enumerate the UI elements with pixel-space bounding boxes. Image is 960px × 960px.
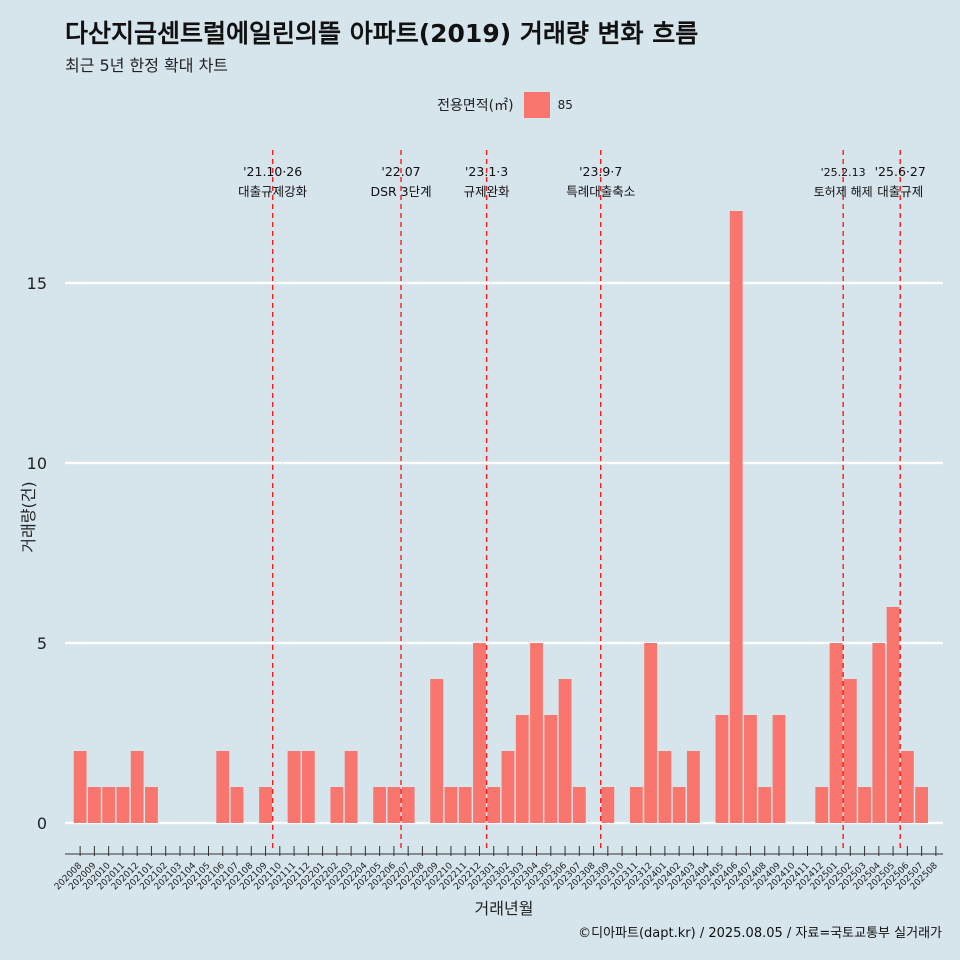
event-date-label: '21.10·26 <box>243 164 302 179</box>
bar <box>387 787 401 823</box>
bar <box>216 751 230 823</box>
legend: 전용면적(㎡) 85 <box>0 92 960 118</box>
y-tick-label: 5 <box>37 634 47 653</box>
bar <box>900 751 914 823</box>
event-date-label: '22.07 <box>381 164 420 179</box>
bar <box>544 715 558 823</box>
bar <box>430 679 444 823</box>
y-axis-title: 거래량(건) <box>19 481 38 552</box>
bar <box>259 787 272 823</box>
bar <box>344 751 358 823</box>
bar <box>629 787 643 823</box>
bar <box>872 643 886 823</box>
event-date-label: '23.9·7 <box>579 164 622 179</box>
bar <box>858 787 871 823</box>
event-name-label: DSR 3단계 <box>370 184 431 199</box>
bar <box>686 751 700 823</box>
bar <box>116 787 130 823</box>
bar <box>672 787 686 823</box>
bar <box>87 787 101 823</box>
bar <box>530 643 543 823</box>
chart-title: 다산지금센트럴에일린의뜰 아파트(2019) 거래량 변화 흐름 <box>65 19 699 48</box>
bar <box>843 679 857 823</box>
bar <box>287 751 301 823</box>
bar <box>572 787 586 823</box>
bar <box>558 679 572 823</box>
bar <box>715 715 729 823</box>
bar <box>644 643 658 823</box>
bar <box>330 787 344 823</box>
bar <box>915 787 929 823</box>
legend-swatch <box>523 92 550 118</box>
bar <box>601 787 615 823</box>
bar <box>145 787 158 823</box>
bar <box>130 751 144 823</box>
event-date-label: '25.2.13 <box>821 166 866 179</box>
bar <box>230 787 244 823</box>
bar <box>301 751 315 823</box>
y-tick-label: 0 <box>37 814 47 833</box>
bar <box>501 751 515 823</box>
bar <box>744 715 757 823</box>
bar <box>401 787 415 823</box>
bar <box>458 787 472 823</box>
event-name-label: 대출규제강화 <box>238 184 308 199</box>
bar <box>515 715 529 823</box>
source-caption: ©디아파트(dapt.kr) / 2025.08.05 / 자료=국토교통부 실… <box>578 926 942 941</box>
bar <box>73 751 87 823</box>
event-name-label: 대출규제 <box>877 184 923 199</box>
event-name-label: 규제완화 <box>464 184 511 199</box>
bar <box>487 787 501 823</box>
bar <box>758 787 772 823</box>
event-date-label: '25.6·27 <box>875 164 926 179</box>
bar <box>658 751 672 823</box>
bar <box>729 211 743 823</box>
y-tick-label: 15 <box>27 274 47 293</box>
legend-title: 전용면적(㎡) <box>437 98 514 114</box>
bar <box>772 715 786 823</box>
bar <box>886 607 900 823</box>
bar <box>444 787 458 823</box>
legend-item-label: 85 <box>557 98 573 112</box>
event-name-label: 특례대출축소 <box>566 184 635 199</box>
x-axis-title: 거래년월 <box>475 899 534 918</box>
bar <box>829 643 843 823</box>
bar <box>373 787 387 823</box>
bar <box>815 787 829 823</box>
event-name-label: 토허제 해제 <box>814 185 873 199</box>
bar <box>473 643 486 823</box>
bar <box>102 787 116 823</box>
chart-subtitle: 최근 5년 한정 확대 차트 <box>65 56 229 75</box>
event-date-label: '23.1·3 <box>465 164 508 179</box>
y-tick-label: 10 <box>27 454 47 473</box>
